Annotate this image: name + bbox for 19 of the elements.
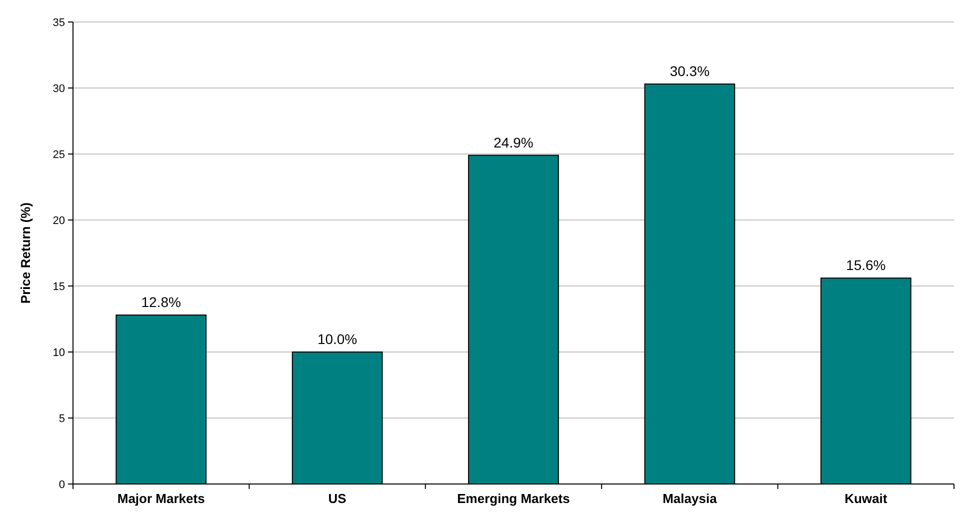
y-tick-label: 15 <box>52 280 65 293</box>
data-label: 12.8% <box>141 294 181 310</box>
y-tick-label: 35 <box>52 16 65 29</box>
data-label: 24.9% <box>494 134 534 150</box>
data-label: 15.6% <box>846 257 886 274</box>
y-tick-label: 25 <box>52 148 65 161</box>
x-tick-label: Emerging Markets <box>457 491 570 506</box>
y-tick-label: 30 <box>52 82 65 95</box>
y-tick-label: 20 <box>52 214 65 227</box>
data-label: 30.3% <box>670 63 710 80</box>
y-tick-label: 10 <box>52 346 65 359</box>
x-tick-label: Malaysia <box>662 491 718 506</box>
x-tick-label: Kuwait <box>844 491 888 506</box>
data-label: 10.0% <box>317 331 358 347</box>
y-tick-label: 5 <box>58 412 65 425</box>
x-tick-label: US <box>328 491 347 506</box>
y-axis-title: Price Return (%) <box>18 202 33 304</box>
y-tick-label: 0 <box>58 478 65 491</box>
x-tick-label: Major Markets <box>117 491 205 506</box>
